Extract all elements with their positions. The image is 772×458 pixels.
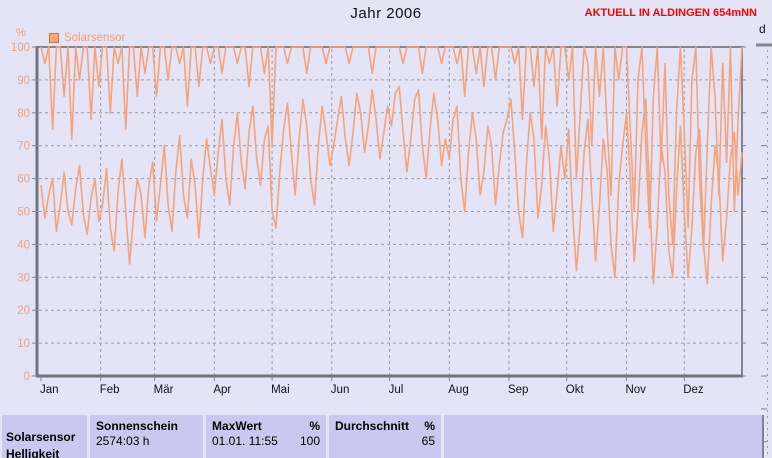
x-tick-label: Nov bbox=[625, 384, 646, 396]
sensor-channel-label: Helligkeit bbox=[6, 447, 60, 458]
y-tick-label: 10 bbox=[17, 338, 30, 350]
y-tick-label: 50 bbox=[17, 207, 30, 219]
x-tick-label: Dez bbox=[683, 384, 704, 396]
x-tick-label: Mär bbox=[154, 384, 174, 396]
y-tick-label: 40 bbox=[17, 239, 30, 251]
table-cell-maxwert: MaxWert % 01.01. 11:55 100 bbox=[206, 415, 326, 458]
durchschnitt-unit: % bbox=[424, 419, 435, 433]
x-tick-label: Apr bbox=[213, 384, 231, 396]
durchschnitt-header: Durchschnitt bbox=[335, 419, 410, 433]
table-cell-sensor: Solarsensor Helligkeit bbox=[2, 415, 87, 458]
stats-table: Solarsensor Helligkeit Sonnenschein 2574… bbox=[0, 415, 772, 458]
table-right-border bbox=[762, 415, 764, 458]
legend-swatch-icon bbox=[49, 33, 59, 43]
sonnenschein-value: 2574:03 h bbox=[96, 434, 150, 448]
x-tick-label: Okt bbox=[566, 384, 585, 396]
x-tick-label: Jan bbox=[40, 384, 59, 396]
y-tick-label: 20 bbox=[17, 305, 30, 317]
y-tick-label: 60 bbox=[17, 174, 30, 186]
y-tick-label: 80 bbox=[17, 108, 30, 120]
y-tick-label: 90 bbox=[17, 75, 30, 87]
maxwert-unit: % bbox=[309, 419, 320, 433]
station-banner: AKTUELL IN ALDINGEN 654mNN bbox=[584, 7, 757, 19]
y-axis-unit-label: % bbox=[16, 27, 26, 39]
legend: Solarsensor bbox=[49, 31, 125, 45]
table-cell-empty bbox=[444, 415, 762, 458]
x-tick-label: Mai bbox=[271, 384, 290, 396]
x-tick-label: Jun bbox=[331, 384, 350, 396]
sensor-name-label: Solarsensor bbox=[6, 430, 76, 444]
solarsensor-daily-max-trace bbox=[40, 46, 743, 252]
sonnenschein-header: Sonnenschein bbox=[96, 419, 179, 433]
table-cell-durchschnitt: Durchschnitt % 65 bbox=[329, 415, 441, 458]
durchschnitt-value: 65 bbox=[421, 434, 435, 448]
x-tick-label: Feb bbox=[100, 384, 120, 396]
x-tick-label: Jul bbox=[389, 384, 404, 396]
maxwert-timestamp: 01.01. 11:55 bbox=[212, 434, 278, 448]
x-tick-label: Sep bbox=[508, 384, 528, 396]
maxwert-header: MaxWert bbox=[212, 419, 262, 433]
y-tick-label: 100 bbox=[11, 42, 30, 54]
clipped-right-axis-label: d bbox=[759, 22, 766, 36]
y-tick-label: 70 bbox=[17, 141, 30, 153]
table-cell-sonnenschein: Sonnenschein 2574:03 h bbox=[90, 415, 203, 458]
y-tick-label: 0 bbox=[24, 371, 30, 383]
solarsensor-daily-mean-trace bbox=[40, 85, 743, 285]
legend-label: Solarsensor bbox=[64, 32, 126, 44]
maxwert-value: 100 bbox=[299, 434, 320, 448]
x-tick-label: Aug bbox=[448, 384, 468, 396]
page-title: Jahr 2006 bbox=[350, 5, 422, 22]
y-tick-label: 30 bbox=[17, 272, 30, 284]
